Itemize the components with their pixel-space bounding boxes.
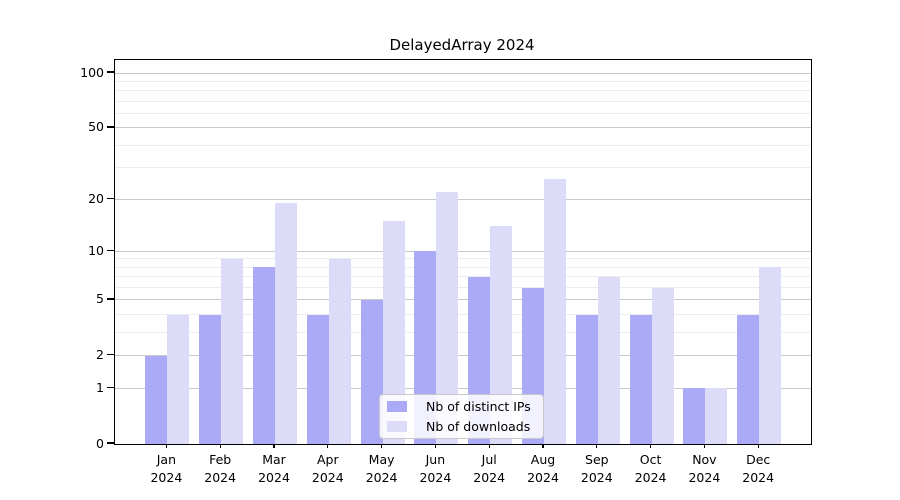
legend-swatch-distinct-ips — [387, 401, 407, 413]
x-tick-label: Jan 2024 — [150, 452, 183, 485]
x-tick-label: Jul 2024 — [473, 452, 506, 485]
gridline-minor — [115, 100, 811, 102]
x-tick-label: Dec 2024 — [742, 452, 775, 485]
y-tick-mark — [107, 298, 114, 300]
y-tick-mark — [107, 249, 114, 251]
bar-jul-downloads — [490, 226, 513, 444]
x-tick-label: May 2024 — [365, 452, 398, 485]
x-tick-mark — [165, 444, 167, 448]
y-tick-mark — [107, 386, 114, 388]
gridline-major — [115, 127, 811, 129]
legend-item-downloads: Nb of downloads — [380, 418, 543, 435]
y-tick-label: 100 — [80, 64, 104, 80]
bar-mar-downloads — [275, 203, 297, 444]
chart-title: DelayedArray 2024 — [389, 36, 535, 54]
gridline-minor — [115, 276, 811, 278]
x-tick-mark — [434, 444, 436, 448]
gridline-minor — [115, 144, 811, 146]
gridline-major — [115, 299, 811, 301]
x-tick-mark — [650, 444, 652, 448]
x-tick-label: Aug 2024 — [527, 452, 559, 485]
bar-nov-downloads — [705, 388, 728, 444]
x-tick-mark — [757, 444, 759, 448]
gridline-minor — [115, 113, 811, 115]
gridline-minor — [115, 314, 811, 316]
x-tick-label: Mar 2024 — [258, 452, 290, 485]
bar-jan-downloads — [167, 314, 190, 444]
gridline-minor — [115, 167, 811, 169]
x-tick-mark — [381, 444, 383, 448]
legend: Nb of distinct IPs Nb of downloads — [379, 394, 544, 439]
x-tick-label: Sep 2024 — [580, 452, 613, 485]
gridline-major — [115, 387, 811, 389]
gridline-major — [115, 72, 811, 74]
legend-item-distinct-ips: Nb of distinct IPs — [380, 398, 543, 415]
x-tick-mark — [488, 444, 490, 448]
x-tick-label: Apr 2024 — [311, 452, 344, 485]
bar-jan-distinct-ips — [145, 355, 168, 444]
bar-may-distinct-ips — [360, 300, 383, 444]
bar-dec-distinct-ips — [737, 314, 760, 444]
x-tick-label: Oct 2024 — [634, 452, 667, 485]
y-tick-label: 50 — [88, 119, 104, 135]
legend-label-downloads: Nb of downloads — [426, 418, 531, 434]
bar-feb-downloads — [221, 258, 244, 444]
gridline-minor — [115, 90, 811, 92]
gridline-major — [115, 250, 811, 252]
x-tick-mark — [596, 444, 598, 448]
gridline-minor — [115, 287, 811, 289]
x-tick-label: Nov 2024 — [688, 452, 721, 485]
x-tick-mark — [273, 444, 275, 448]
bar-sep-distinct-ips — [575, 314, 598, 444]
y-tick-mark — [107, 197, 114, 199]
bar-apr-distinct-ips — [306, 314, 329, 444]
x-tick-mark — [703, 444, 705, 448]
gridline-minor — [115, 80, 811, 82]
bar-apr-downloads — [328, 258, 351, 444]
bar-mar-distinct-ips — [253, 267, 275, 444]
legend-label-distinct-ips: Nb of distinct IPs — [426, 399, 531, 415]
bar-may-downloads — [382, 221, 405, 444]
y-tick-mark — [107, 126, 114, 128]
x-tick-mark — [542, 444, 544, 448]
y-tick-label: 2 — [96, 347, 104, 363]
y-tick-label: 0 — [96, 435, 104, 451]
y-tick-label: 10 — [88, 242, 104, 258]
y-tick-label: 5 — [96, 291, 104, 307]
x-tick-label: Jun 2024 — [419, 452, 452, 485]
bar-sep-downloads — [597, 276, 620, 444]
gridline-major — [115, 355, 811, 357]
gridline-minor — [115, 266, 811, 268]
bar-nov-distinct-ips — [683, 388, 706, 444]
legend-swatch-downloads — [387, 420, 407, 432]
x-tick-mark — [219, 444, 221, 448]
bar-oct-distinct-ips — [629, 314, 652, 444]
gridline-minor — [115, 332, 811, 334]
x-tick-mark — [327, 444, 329, 448]
bar-aug-downloads — [544, 179, 566, 444]
y-tick-label: 1 — [96, 379, 104, 395]
y-tick-mark — [107, 354, 114, 356]
bar-oct-downloads — [651, 287, 674, 444]
gridline-major — [115, 198, 811, 200]
x-tick-label: Feb 2024 — [204, 452, 237, 485]
gridline-minor — [115, 258, 811, 260]
y-tick-label: 20 — [88, 190, 104, 206]
bar-feb-distinct-ips — [199, 314, 222, 444]
bar-jun-downloads — [436, 191, 459, 444]
y-tick-mark — [107, 442, 114, 444]
y-tick-mark — [107, 71, 114, 73]
plot-area: Nb of distinct IPs Nb of downloads — [114, 59, 812, 445]
bar-dec-downloads — [759, 267, 782, 444]
